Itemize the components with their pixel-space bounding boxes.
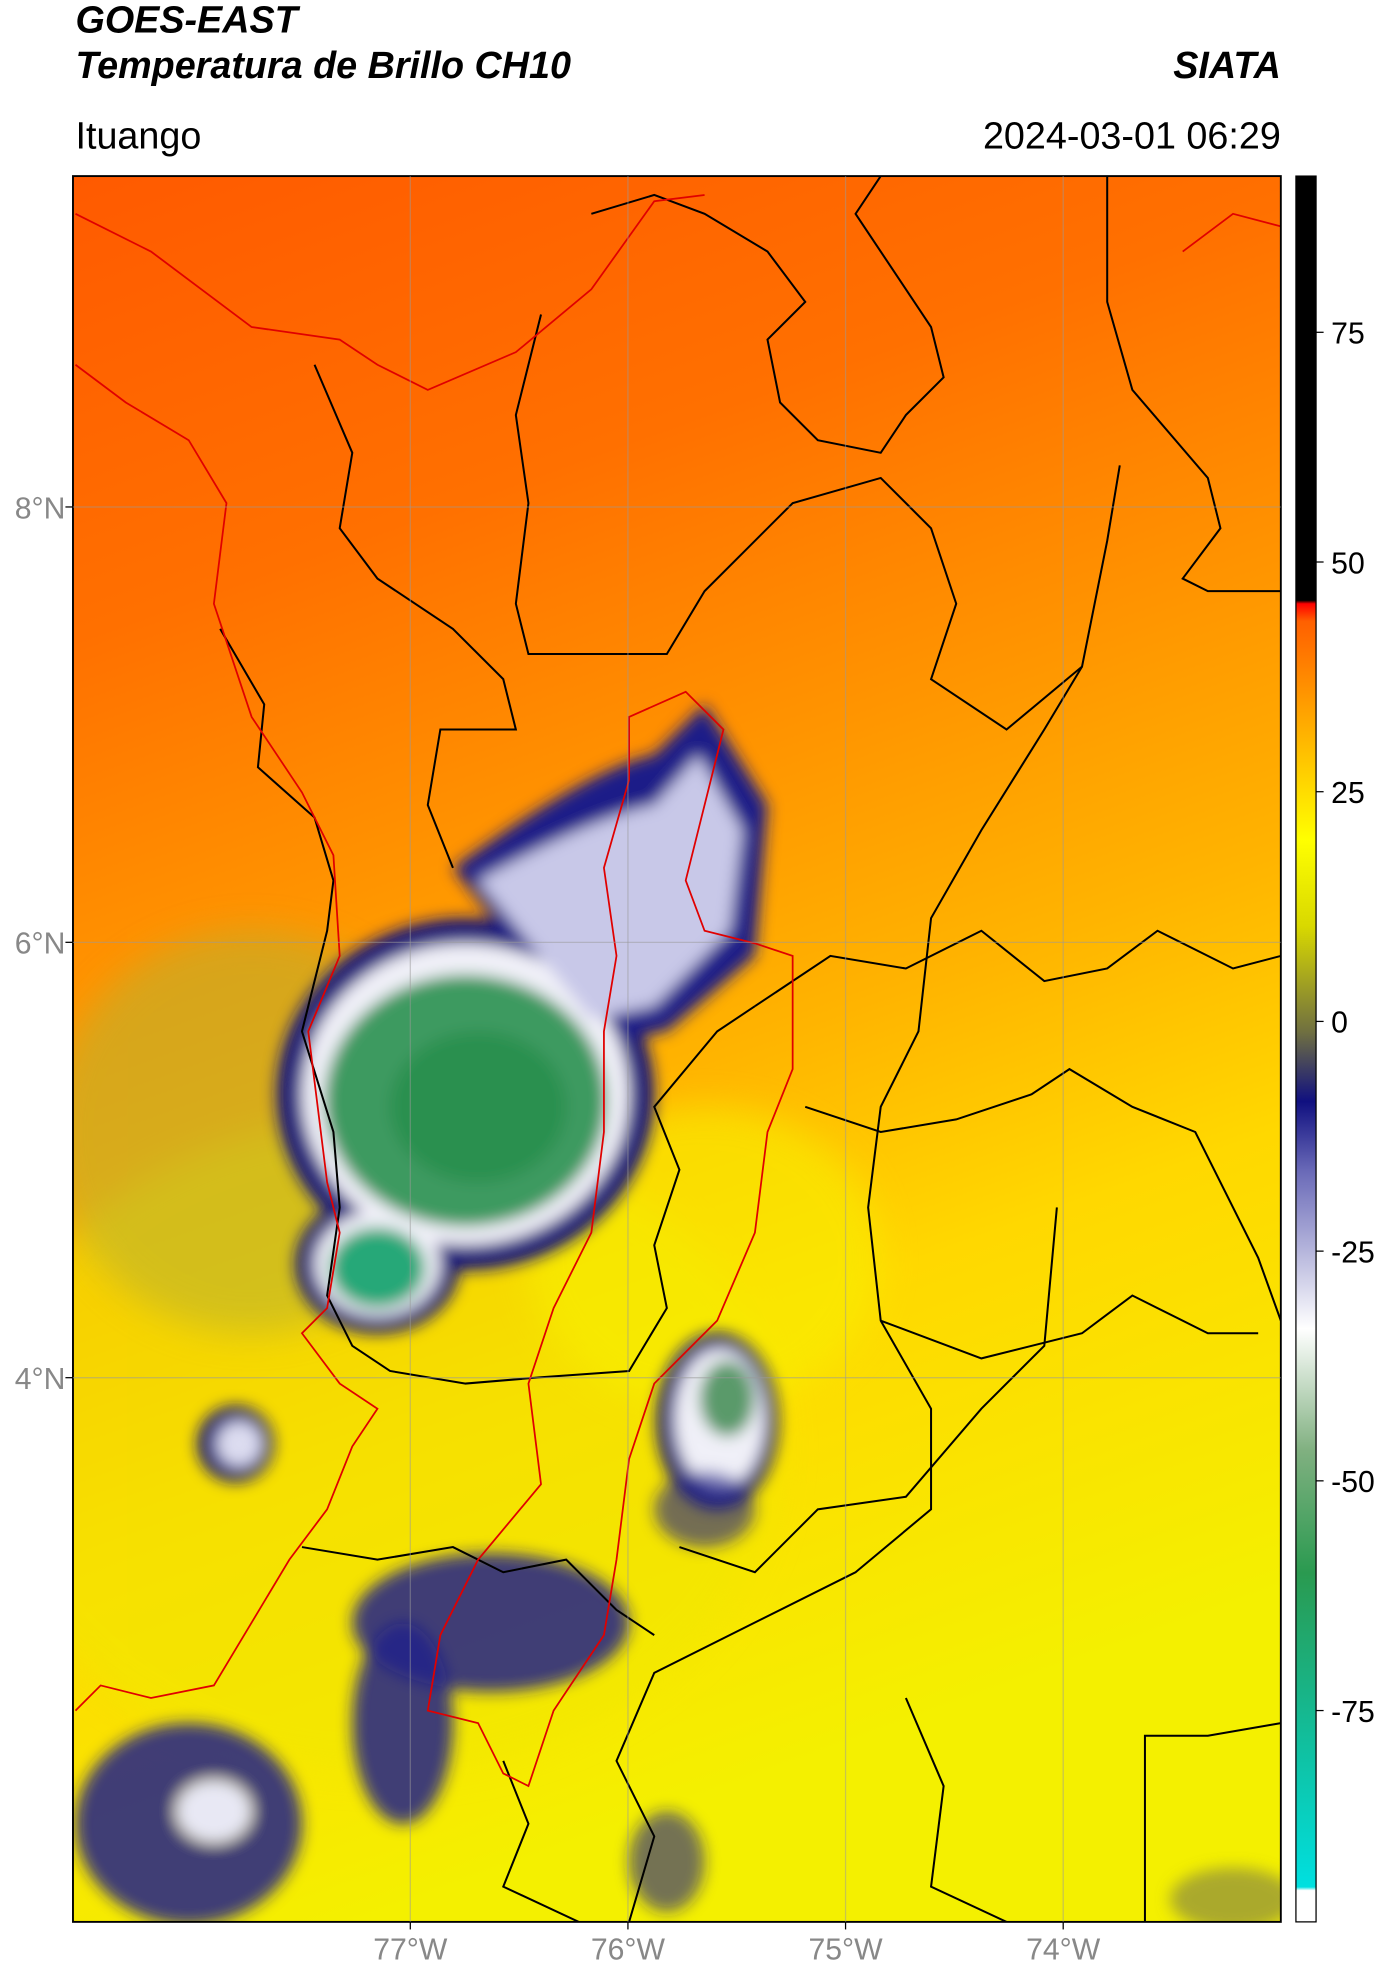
x-tick-label: 74°W [1026,1934,1101,1967]
colorbar-tick-label: -25 [1331,1236,1375,1269]
borders [219,176,1281,1922]
colorbar-tick-label: -50 [1331,1466,1375,1499]
location: Ituango [75,114,201,156]
colorbar-tick-label: -75 [1331,1696,1375,1729]
colorbar-tick-label: 25 [1331,777,1365,810]
x-tick-label: 77°W [373,1934,448,1967]
y-tick-label: 6°N [15,928,66,961]
title: GOES-EAST [75,0,300,41]
subtitle: Temperatura de Brillo CH10 [75,44,570,86]
datetime: 2024-03-01 06:29 [983,114,1281,156]
source: SIATA [1173,44,1281,86]
map-frame [72,175,1282,1923]
colorbar [1295,175,1317,1923]
x-tick-label: 75°W [808,1934,883,1967]
colorbar-tick-label: 75 [1331,318,1365,351]
colorbar-tick-label: 0 [1331,1007,1348,1040]
satellite-image [72,176,1281,1922]
colorbar-tick-label: 50 [1331,547,1365,580]
x-tick-label: 76°W [591,1934,666,1967]
boundary-red [74,194,1281,1788]
y-tick-label: 4°N [15,1363,66,1396]
y-tick-label: 8°N [15,492,66,525]
